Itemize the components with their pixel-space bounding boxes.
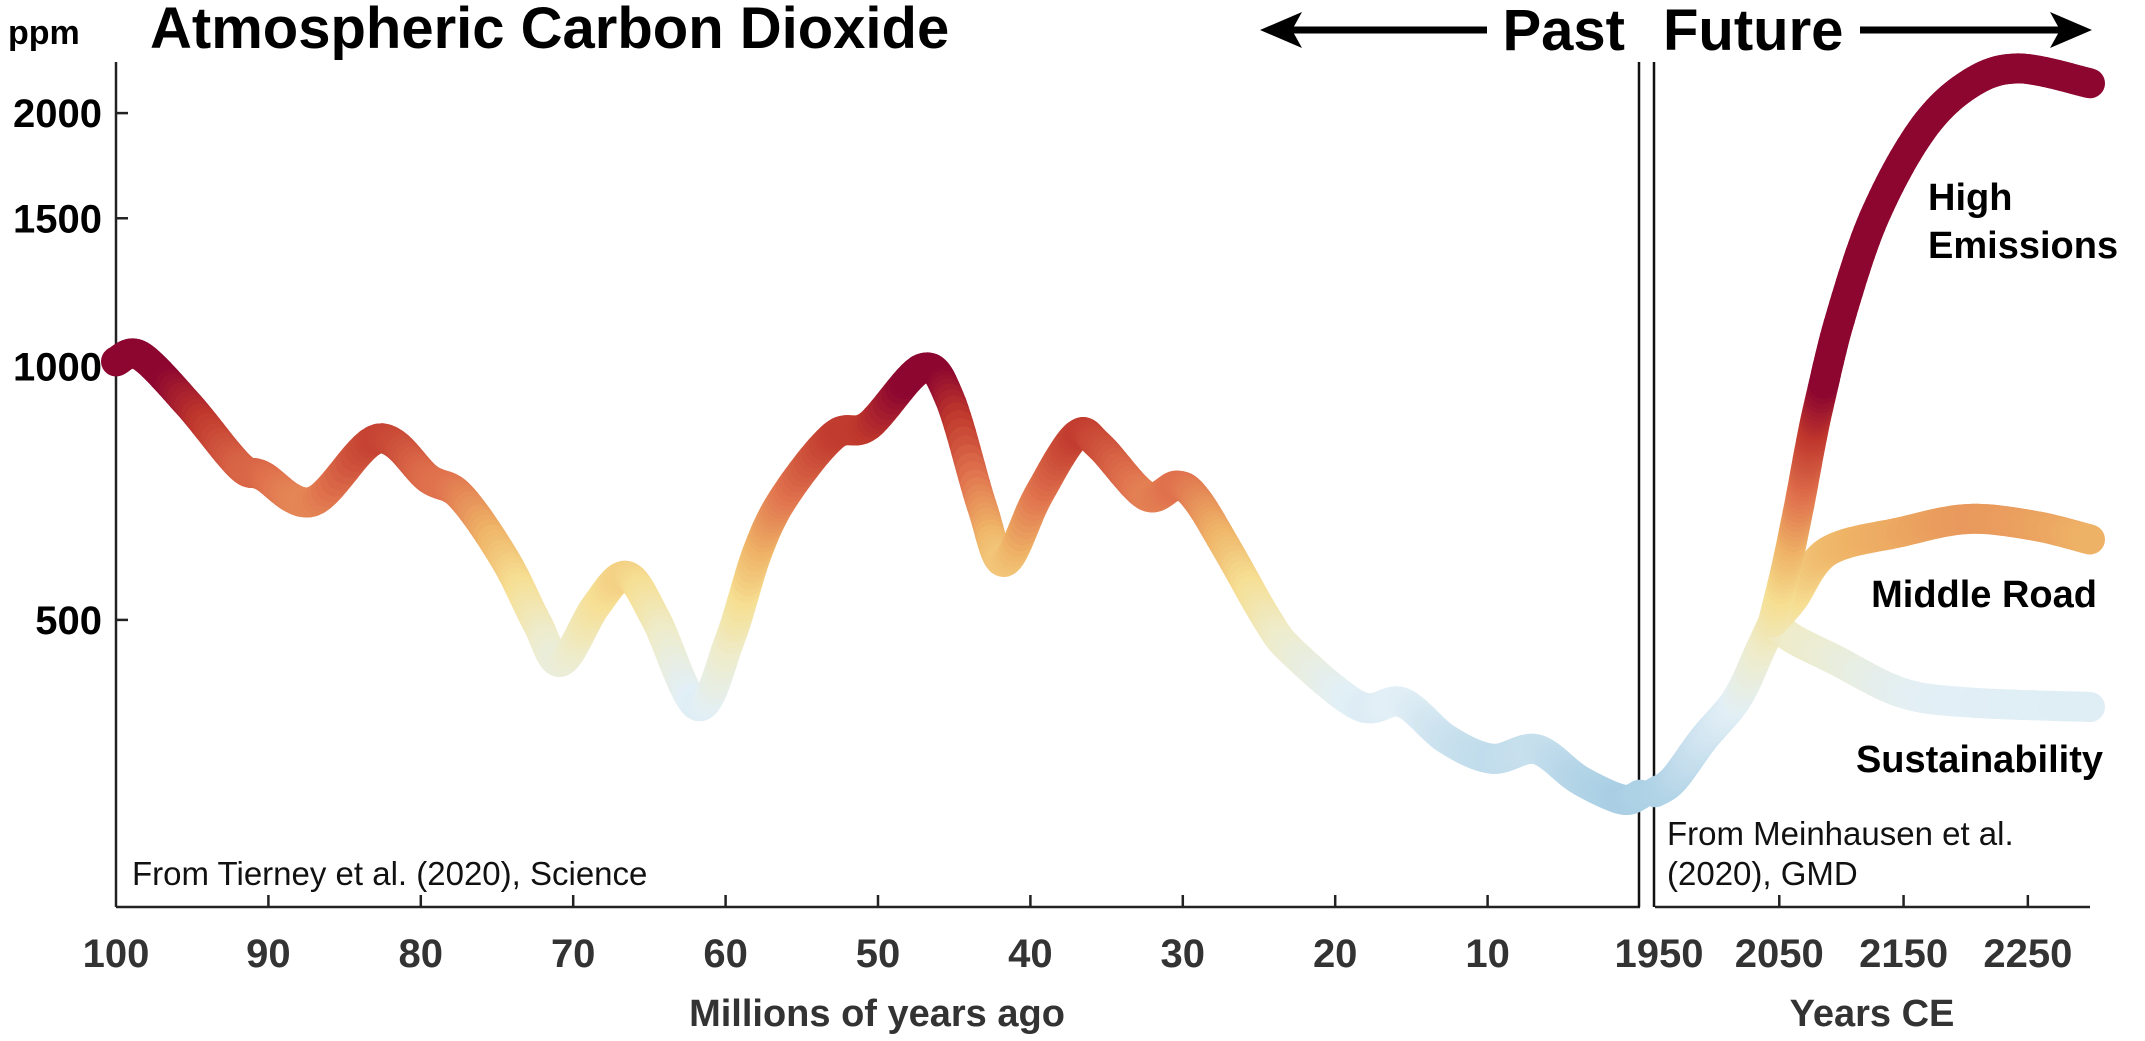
future-x-tick-label: 2050: [1735, 932, 1824, 976]
past-x-axis-label: Millions of years ago: [689, 993, 1065, 1035]
future-x-axis-label: Years CE: [1790, 993, 1955, 1035]
past-x-tick-label: 30: [1161, 932, 1206, 976]
future-x-tick-label: 2250: [1983, 932, 2072, 976]
chart-title: Atmospheric Carbon Dioxide: [150, 0, 949, 61]
past-label: Past: [1502, 0, 1625, 63]
past-source-note: From Tierney et al. (2020), Science: [132, 855, 647, 892]
y-tick-label: 500: [35, 599, 102, 643]
axes: 500 1000 1500 2000 100 90 80 70 60 50 40 30 20 10 1950…: [13, 62, 2090, 976]
future-x-tick-label: 2150: [1859, 932, 1948, 976]
series-label-middle-road: Middle Road: [1871, 574, 2097, 616]
y-tick-label: 1000: [13, 346, 102, 390]
past-x-tick-label: 90: [246, 932, 291, 976]
future-arrow: [1860, 12, 2092, 48]
series-label-high-emissions-line2: Emissions: [1928, 225, 2118, 267]
y-tick-label: 1500: [13, 197, 102, 241]
past-x-tick-label: 20: [1313, 932, 1358, 976]
past-x-tick-label: 100: [83, 932, 150, 976]
past-arrow: [1260, 12, 1487, 48]
past-x-tick-label: 70: [551, 932, 596, 976]
past-x-tick-label: 80: [399, 932, 444, 976]
series-label-sustainability: Sustainability: [1856, 739, 2103, 781]
middle-road-line-segment: [2072, 523, 2105, 555]
co2-lines: [101, 53, 2105, 815]
future-label: Future: [1663, 0, 1843, 63]
series-label-high-emissions-line1: High: [1928, 177, 2012, 219]
past-x-tick-label: 50: [856, 932, 901, 976]
future-source-note-line1: From Meinhausen et al.: [1667, 815, 2014, 852]
past-x-tick-label: 10: [1465, 932, 1510, 976]
past-x-tick-label: 40: [1008, 932, 1053, 976]
y-axis-unit-label: ppm: [8, 14, 80, 52]
future-x-tick-label: 1950: [1615, 932, 1704, 976]
past-x-tick-label: 60: [703, 932, 748, 976]
y-tick-label: 2000: [13, 92, 102, 136]
high-emissions-line-segment: [2072, 67, 2105, 99]
future-source-note-line2: (2020), GMD: [1667, 855, 1858, 892]
